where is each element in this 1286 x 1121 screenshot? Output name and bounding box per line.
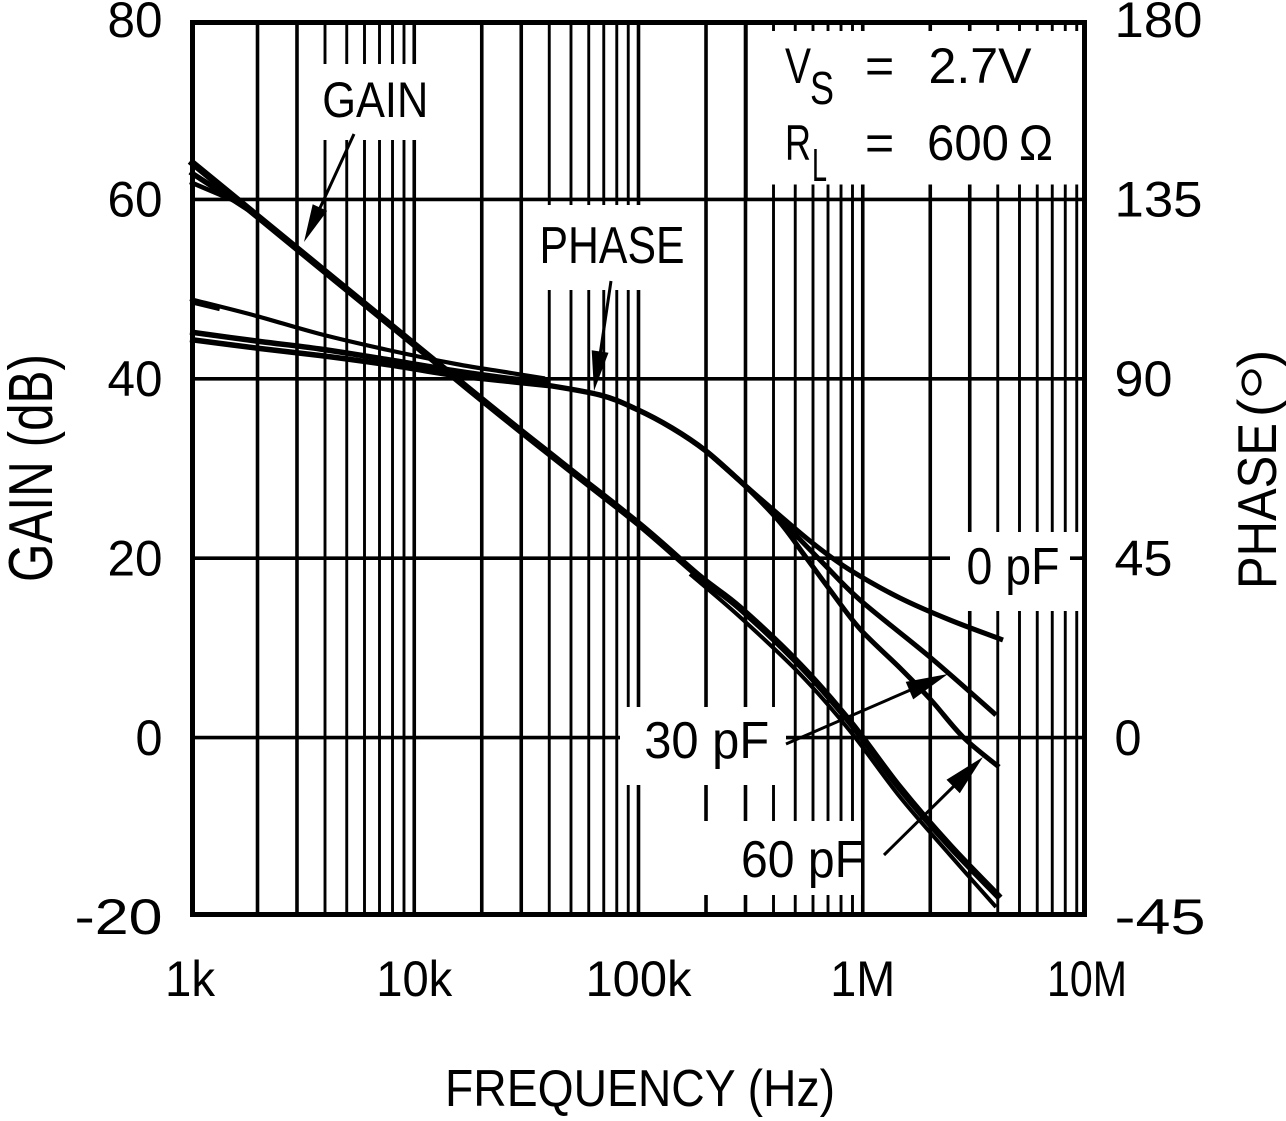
- svg-text:0: 0: [1115, 710, 1142, 766]
- svg-text:600: 600: [927, 115, 1009, 171]
- svg-text:Ω: Ω: [1019, 115, 1053, 171]
- svg-text:-20: -20: [75, 889, 163, 945]
- svg-text:180: 180: [1115, 0, 1203, 48]
- svg-text:0 pF: 0 pF: [967, 538, 1060, 596]
- svg-text:30 pF: 30 pF: [644, 712, 769, 770]
- svg-text:90: 90: [1115, 351, 1173, 407]
- svg-text:FREQUENCY (Hz): FREQUENCY (Hz): [445, 1060, 835, 1118]
- svg-text:-45: -45: [1115, 889, 1206, 945]
- svg-text:2.7V: 2.7V: [929, 38, 1033, 94]
- svg-text:80: 80: [108, 0, 163, 48]
- svg-text:S: S: [810, 62, 834, 114]
- svg-text:20: 20: [108, 530, 163, 586]
- svg-text:100k: 100k: [586, 951, 693, 1007]
- svg-text:45: 45: [1115, 530, 1173, 586]
- svg-text:60: 60: [108, 172, 163, 228]
- svg-text:): ): [1226, 350, 1286, 368]
- svg-text:1M: 1M: [830, 951, 895, 1007]
- svg-text:60 pF: 60 pF: [741, 831, 864, 889]
- svg-text:L: L: [812, 139, 827, 191]
- svg-text:R: R: [785, 115, 811, 171]
- svg-text:(: (: [1226, 399, 1286, 417]
- svg-text:PHASE: PHASE: [1226, 423, 1286, 589]
- svg-text:GAIN (dB): GAIN (dB): [0, 354, 66, 582]
- svg-text:PHASE: PHASE: [540, 217, 685, 275]
- svg-text:0: 0: [136, 710, 163, 766]
- svg-text:=: =: [865, 38, 894, 94]
- svg-text:40: 40: [108, 351, 163, 407]
- svg-text:135: 135: [1115, 172, 1203, 228]
- svg-text:=: =: [865, 115, 894, 171]
- svg-text:GAIN: GAIN: [322, 72, 428, 128]
- svg-text:V: V: [785, 38, 811, 94]
- svg-text:1k: 1k: [165, 951, 216, 1007]
- svg-text:10M: 10M: [1047, 951, 1127, 1007]
- svg-text:10k: 10k: [376, 951, 453, 1007]
